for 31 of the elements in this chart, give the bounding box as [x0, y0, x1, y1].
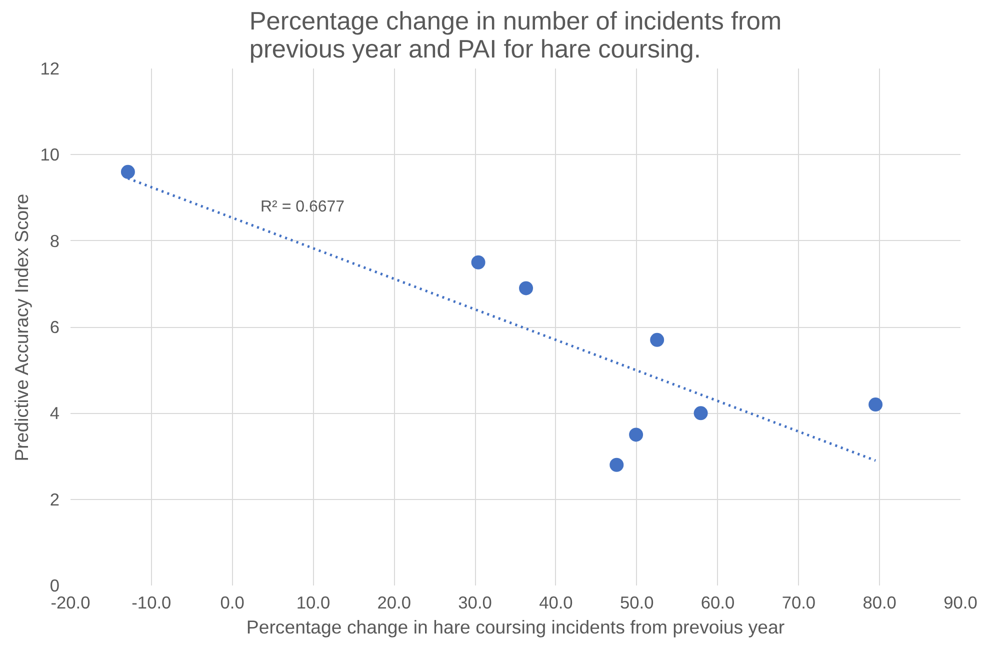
x-tick-label: 30.0: [458, 592, 492, 612]
x-tick-label: 90.0: [944, 592, 978, 612]
x-tick-label: 20.0: [377, 592, 412, 612]
y-tick-label: 10: [40, 144, 60, 165]
point: [694, 406, 708, 420]
y-tick-label: 12: [40, 58, 60, 78]
x-tick-label: -20.0: [50, 592, 90, 612]
y-tick-label: 2: [50, 489, 60, 510]
x-tick-label: 60.0: [700, 592, 735, 612]
y-axis-title: Predictive Accuracy Index Score: [11, 194, 32, 462]
x-axis-title: Percentage change in hare coursing incidents from prevoius year: [246, 616, 785, 638]
point: [120, 164, 135, 179]
point: [519, 281, 534, 296]
x-tick-label: 80.0: [862, 592, 896, 612]
x-tick-label: 50.0: [620, 592, 654, 612]
annotation: R² = 0.6677: [260, 198, 345, 216]
x-tick-label: 40.0: [539, 592, 573, 612]
y-tick-label: 8: [50, 230, 60, 251]
point: [610, 458, 624, 472]
point: [629, 428, 644, 442]
y-tick-label: 6: [50, 317, 60, 337]
x-tick-label: -10.0: [132, 592, 172, 612]
point: [868, 398, 883, 412]
x-tick-label: 70.0: [782, 592, 816, 612]
x-tick-label: 0.0: [220, 592, 244, 612]
chart-title: Percentage change in number of incidents from previous year and PAI for hare coursing.: [249, 8, 782, 64]
x-tick-label: 10.0: [296, 592, 330, 612]
point: [650, 332, 664, 347]
y-tick-label: 0: [50, 576, 60, 596]
point: [471, 255, 486, 270]
y-tick-label: 4: [50, 403, 60, 424]
